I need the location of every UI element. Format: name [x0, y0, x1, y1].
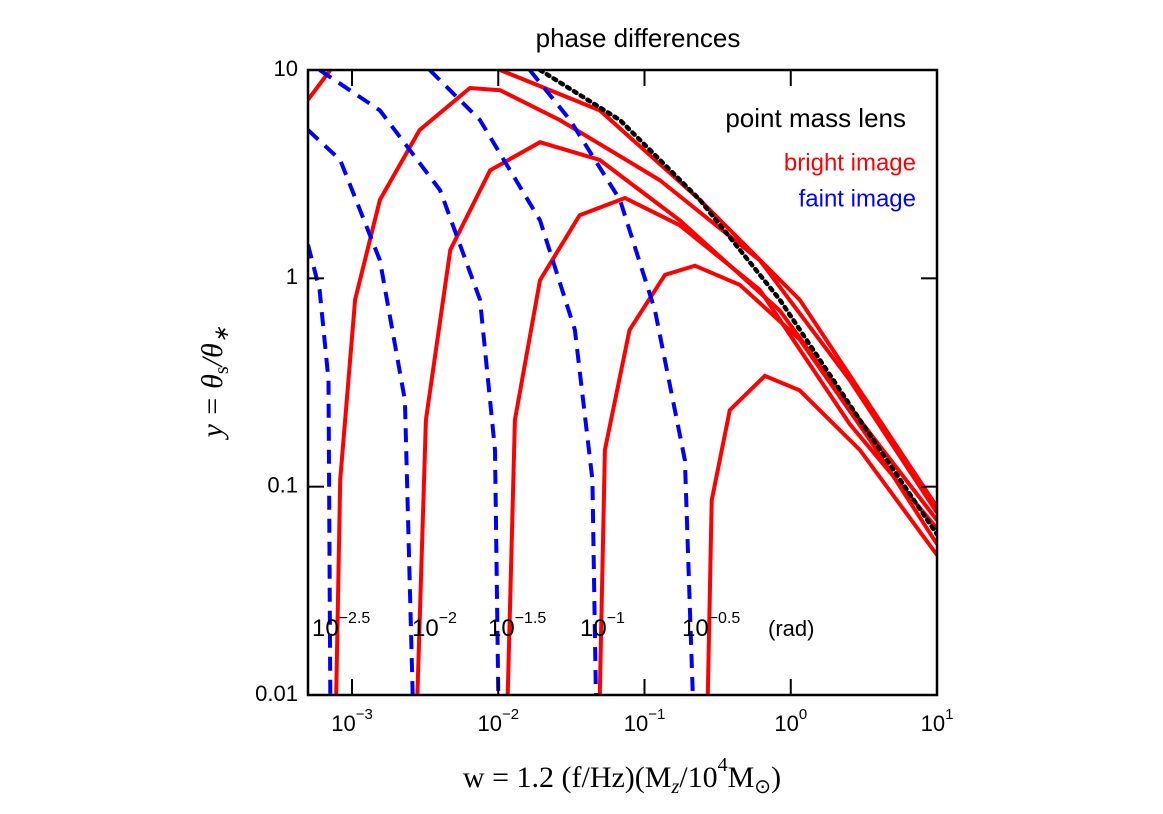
- tick-exponent: −3: [356, 706, 373, 723]
- x-tick-label: 100: [774, 706, 807, 736]
- x-label-part: 4: [718, 754, 728, 776]
- unit-label: (rad): [768, 616, 814, 641]
- tick-exponent: −1: [648, 706, 665, 723]
- phase-label: 10−2: [412, 610, 457, 642]
- chart-title: phase differences: [536, 23, 741, 53]
- legend-label: bright image: [784, 149, 916, 176]
- y-label-part: /θ: [196, 343, 229, 368]
- legend-label: faint image: [799, 185, 916, 212]
- series-line: [428, 70, 598, 695]
- y-tick-label: 0.01: [255, 681, 298, 706]
- phase-exponent: −0.5: [709, 610, 741, 627]
- x-tick-label: 10−1: [624, 706, 666, 736]
- y-label-part: s: [211, 366, 233, 374]
- y-axis-label: y = θs/θ∗: [196, 326, 233, 440]
- phase-base: 10: [682, 615, 709, 642]
- series-line: [528, 70, 695, 695]
- series-line: [308, 128, 415, 695]
- tick-exponent: 0: [799, 706, 807, 723]
- phase-exponent: −1: [607, 610, 625, 627]
- x-label-part: w = 1.2 (f/Hz)(M: [463, 761, 672, 794]
- phase-base: 10: [312, 615, 339, 642]
- series-line: [308, 70, 937, 509]
- x-label-part: ⊙: [754, 776, 771, 798]
- phase-label: 10−1.5: [488, 610, 546, 642]
- phase-exponent: −2: [439, 610, 457, 627]
- tick-exponent: 1: [945, 706, 953, 723]
- x-label-part: ): [771, 761, 781, 794]
- x-label-part: z: [670, 776, 679, 798]
- x-tick-label: 10−3: [331, 706, 373, 736]
- series-line: [308, 244, 333, 695]
- annotation: point mass lens: [725, 103, 906, 133]
- phase-label: 10−0.5: [682, 610, 740, 642]
- y-tick-label: 0.1: [267, 472, 298, 497]
- series-line: [597, 263, 937, 695]
- phase-base: 10: [488, 615, 515, 642]
- y-tick-label: 10: [274, 56, 298, 81]
- x-tick-label: 10−2: [477, 706, 519, 736]
- phase-exponent: −1.5: [515, 610, 547, 627]
- x-tick-label: 101: [921, 706, 954, 736]
- y-label-part: y = θ: [196, 374, 229, 441]
- phase-label: 10−1: [580, 610, 625, 642]
- y-label-part: ∗: [211, 326, 233, 343]
- phase-label: 10−2.5: [312, 610, 370, 642]
- x-axis-label: w = 1.2 (f/Hz)(Mz/104M⊙): [463, 754, 781, 798]
- tick-base: 10: [477, 711, 501, 736]
- series-line: [505, 195, 937, 695]
- y-tick-label: 1: [286, 264, 298, 289]
- series-line: [334, 85, 937, 695]
- plot-frame: [306, 68, 939, 697]
- plot-area: [308, 70, 937, 695]
- x-label-part: M: [728, 761, 755, 794]
- series-line: [705, 373, 937, 695]
- phase-base: 10: [580, 615, 607, 642]
- phase-exponent: −2.5: [339, 610, 371, 627]
- tick-base: 10: [331, 711, 355, 736]
- tick-base: 10: [774, 711, 798, 736]
- tick-base: 10: [624, 711, 648, 736]
- tick-base: 10: [921, 711, 945, 736]
- series-line: [318, 70, 501, 695]
- tick-exponent: −2: [502, 706, 519, 723]
- series-line: [537, 70, 937, 537]
- x-label-part: /10: [679, 761, 717, 794]
- phase-base: 10: [412, 615, 439, 642]
